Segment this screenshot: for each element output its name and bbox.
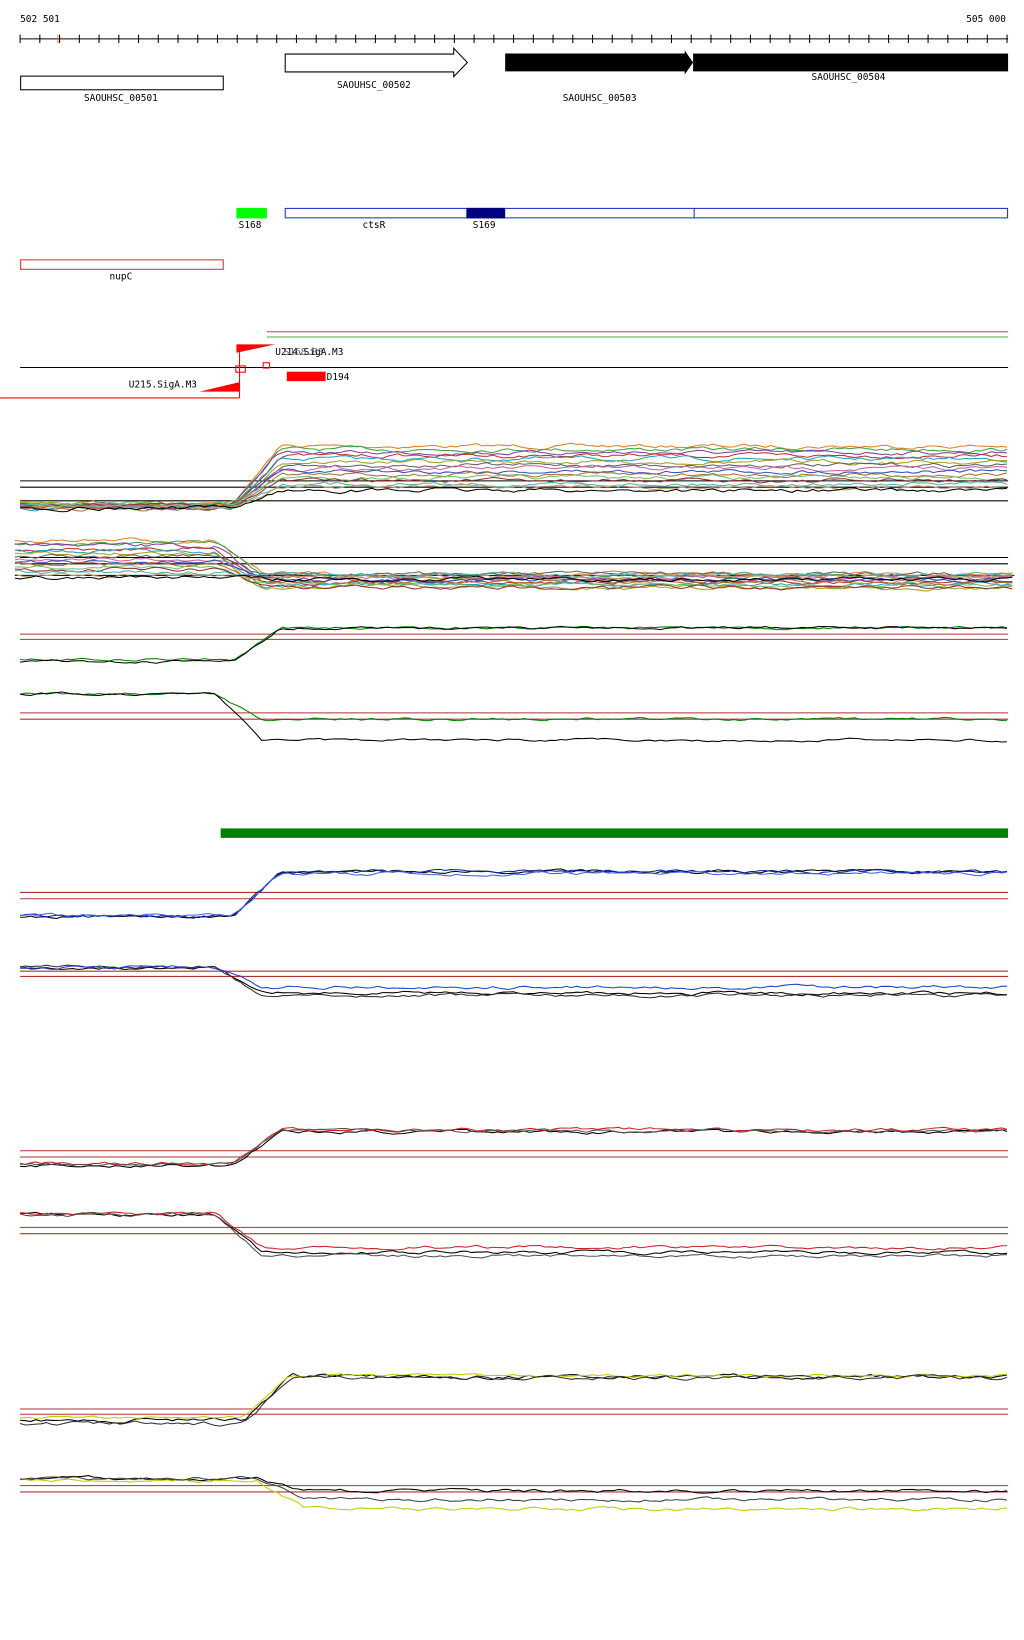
gene-arrow <box>505 50 694 75</box>
trace <box>20 691 1008 743</box>
ruler-ticks <box>19 34 1008 44</box>
trace <box>20 868 1008 920</box>
expression-traces <box>14 442 1015 1512</box>
trace <box>14 557 1013 581</box>
trace <box>20 487 1008 513</box>
gene-box <box>20 75 224 91</box>
trace <box>20 1211 1008 1251</box>
feature-box <box>284 207 1009 219</box>
trace <box>20 451 1008 510</box>
trace <box>14 564 1013 589</box>
trace <box>20 1475 1008 1503</box>
gene-arrow <box>284 46 469 78</box>
promoter-mark <box>235 365 246 373</box>
trace <box>20 964 1008 999</box>
trace <box>20 1126 1008 1167</box>
feature-box <box>466 207 506 219</box>
region-bar <box>220 828 1009 838</box>
promoter-mark <box>199 382 240 392</box>
trace <box>20 1211 1008 1256</box>
promoter-mark <box>236 344 276 353</box>
trace <box>14 566 1013 591</box>
trace <box>20 1478 1008 1512</box>
feature-label: ctsR <box>363 220 386 231</box>
trace <box>20 965 1008 991</box>
annotation-label: S168.B3 <box>284 347 324 358</box>
trace <box>14 572 1013 581</box>
trace <box>19 1127 1008 1167</box>
trace <box>20 458 1008 507</box>
annotation-label: U215.SigA.M3 <box>129 379 197 390</box>
trace <box>19 692 1008 722</box>
trace <box>20 1128 1008 1168</box>
ruler-start: 502 501 <box>20 14 60 25</box>
trace <box>20 1373 1008 1419</box>
feature-box <box>286 371 326 382</box>
ruler-end: 505 000 <box>966 14 1006 25</box>
trace <box>19 1211 1008 1259</box>
feature-label: S169 <box>473 220 496 231</box>
gene-label: SAOUHSC_00503 <box>563 93 637 104</box>
feature-label: S168 <box>239 220 262 231</box>
trace <box>20 625 1008 664</box>
trace <box>20 445 1008 509</box>
trace <box>20 870 1008 918</box>
trace <box>20 868 1008 919</box>
feature-box <box>236 207 267 219</box>
gene-box <box>693 53 1009 72</box>
trace <box>20 476 1008 509</box>
gene-label: SAOUHSC_00501 <box>84 93 158 104</box>
promoter-mark <box>262 362 270 369</box>
trace <box>20 1372 1008 1424</box>
trace <box>20 625 1008 662</box>
feature-label: nupC <box>110 271 133 282</box>
gene-label: SAOUHSC_00504 <box>812 72 886 83</box>
feature-box <box>20 259 224 270</box>
annotation-label: D194 <box>327 372 350 383</box>
annotation-label: U214.SigA.M3 <box>275 347 343 358</box>
trace <box>14 553 1013 578</box>
gene-label: SAOUHSC_00502 <box>337 80 411 91</box>
trace <box>14 561 1013 586</box>
trace <box>20 483 1008 510</box>
trace <box>19 1374 1008 1427</box>
trace <box>14 574 1013 583</box>
